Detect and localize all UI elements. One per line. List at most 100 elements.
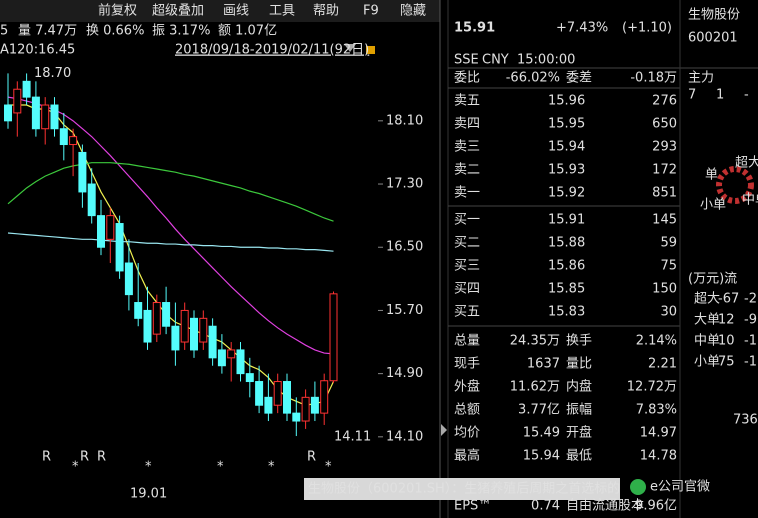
flow-value2: -2 <box>744 292 757 307</box>
stat-cell: 外盘 <box>454 379 480 395</box>
high-label: 18.70 <box>34 66 71 81</box>
side-last: 7367 <box>733 413 758 428</box>
book-price: 15.93 <box>548 163 585 178</box>
moving-average <box>7 96 334 355</box>
tooltip-box <box>304 478 620 500</box>
stat-cell: 现手 <box>454 357 480 372</box>
signal-marker: * <box>217 460 224 475</box>
flow-value2: -9 <box>744 313 757 328</box>
candle-body <box>320 380 329 414</box>
candle-body <box>292 412 301 422</box>
ring-label: 超大 <box>735 156 758 171</box>
book-label: 买四 <box>454 282 480 297</box>
stat-cell: 量比 <box>566 357 592 372</box>
stat-cell: 开盘 <box>566 425 592 441</box>
signal-marker: * <box>325 460 332 475</box>
candle-body <box>190 317 198 351</box>
y-tick-label: 15.70 <box>386 303 423 318</box>
candle-body <box>236 349 245 375</box>
flow-value: 10 <box>718 334 735 349</box>
stat-cell: 最低 <box>566 449 592 464</box>
candle-body <box>152 302 161 335</box>
stat-cell: 振幅 <box>566 403 592 418</box>
candle-body <box>273 381 282 406</box>
lock-icon[interactable] <box>366 46 375 54</box>
candle-body <box>13 88 22 114</box>
status-item: 换 0.66% <box>86 24 144 39</box>
book-qty: 172 <box>652 163 677 178</box>
candle-body <box>162 302 171 327</box>
book-price: 15.91 <box>548 213 585 228</box>
candle-body <box>69 136 78 146</box>
flow-value2: -1 <box>744 334 757 349</box>
book-label: 卖一 <box>454 186 480 201</box>
dropdown-arrow[interactable] <box>344 44 356 52</box>
toolbar-tab[interactable]: 前复权 <box>98 3 137 19</box>
quote-meta: 15:00:00 <box>517 53 575 68</box>
moving-average <box>8 104 335 406</box>
candle-body <box>217 349 226 367</box>
candle-body <box>31 96 40 130</box>
toolbar-tab[interactable]: 帮助 <box>313 4 339 19</box>
watermark: e公司官微 <box>650 479 710 495</box>
quote-meta: SSE <box>454 53 479 68</box>
change-pct: +7.43% <box>556 21 608 36</box>
stat-cell: 14.78 <box>640 449 677 464</box>
candle-body <box>124 262 133 296</box>
candle-body <box>97 215 105 248</box>
stat-cell: 内盘 <box>566 379 592 395</box>
moving-average <box>7 232 334 252</box>
candle-body <box>301 396 310 422</box>
toolbar-tab[interactable]: 工具 <box>269 4 295 19</box>
collapse-arrow[interactable] <box>441 424 447 436</box>
book-qty: 30 <box>660 305 677 320</box>
y-tick-label: 14.10 <box>386 429 423 444</box>
y-tick-label: 17.30 <box>386 177 423 192</box>
side-top: - <box>744 88 749 103</box>
stat-cell: 14.97 <box>640 426 677 441</box>
date-range[interactable]: 2018/09/18-2019/02/11(92日) <box>175 43 369 58</box>
stat-cell: 最高 <box>454 448 480 464</box>
side-top: 1 <box>716 88 724 103</box>
stat-cell: 1637 <box>527 357 560 372</box>
book-label: 买五 <box>454 305 480 320</box>
toolbar-tab[interactable]: 隐藏 <box>400 4 426 19</box>
ratio-cell: -66.02% <box>506 71 560 86</box>
toolbar-tab[interactable]: 超级叠加 <box>152 4 204 19</box>
stock-name: 生物股份 <box>688 8 740 23</box>
book-qty: 145 <box>652 213 677 228</box>
book-label: 卖四 <box>454 117 480 132</box>
status-item: 5 <box>0 24 8 39</box>
candle-body <box>22 80 31 98</box>
stat-cell: 2.21 <box>648 357 677 372</box>
book-price: 15.88 <box>548 236 585 251</box>
book-qty: 150 <box>652 282 677 297</box>
status-item: 额 1.07亿 <box>218 24 277 39</box>
book-price: 15.94 <box>548 140 585 155</box>
candle-body <box>180 309 189 343</box>
price: 15.91 <box>454 21 495 36</box>
signal-marker: * <box>145 460 152 475</box>
candle-body <box>310 396 319 414</box>
stat-cell: 2.14% <box>636 334 677 349</box>
flow-title: (万元)流 <box>688 272 737 287</box>
signal-marker: R <box>80 450 89 465</box>
toolbar-tab[interactable]: 画线 <box>223 4 249 19</box>
book-price: 15.92 <box>548 186 585 201</box>
book-price: 15.86 <box>548 259 585 274</box>
tooltip: 生物股份（600201.SH）：生猪养殖后周期之首选标的 <box>308 481 620 497</box>
status-item: 振 3.17% <box>152 24 210 39</box>
book-price: 15.85 <box>548 282 585 297</box>
toolbar-tab[interactable]: F9 <box>363 4 379 19</box>
candle-body <box>329 293 338 382</box>
candle-body <box>264 396 273 414</box>
candle-body <box>245 373 254 383</box>
wechat-icon <box>630 479 646 495</box>
book-label: 卖三 <box>454 140 480 155</box>
ring-label: 单 <box>705 168 718 183</box>
ratio-cell: 委比 <box>454 71 480 86</box>
stat-cell: 9.96亿 <box>635 499 677 514</box>
signal-marker: R <box>97 450 106 465</box>
book-label: 卖二 <box>454 163 480 178</box>
